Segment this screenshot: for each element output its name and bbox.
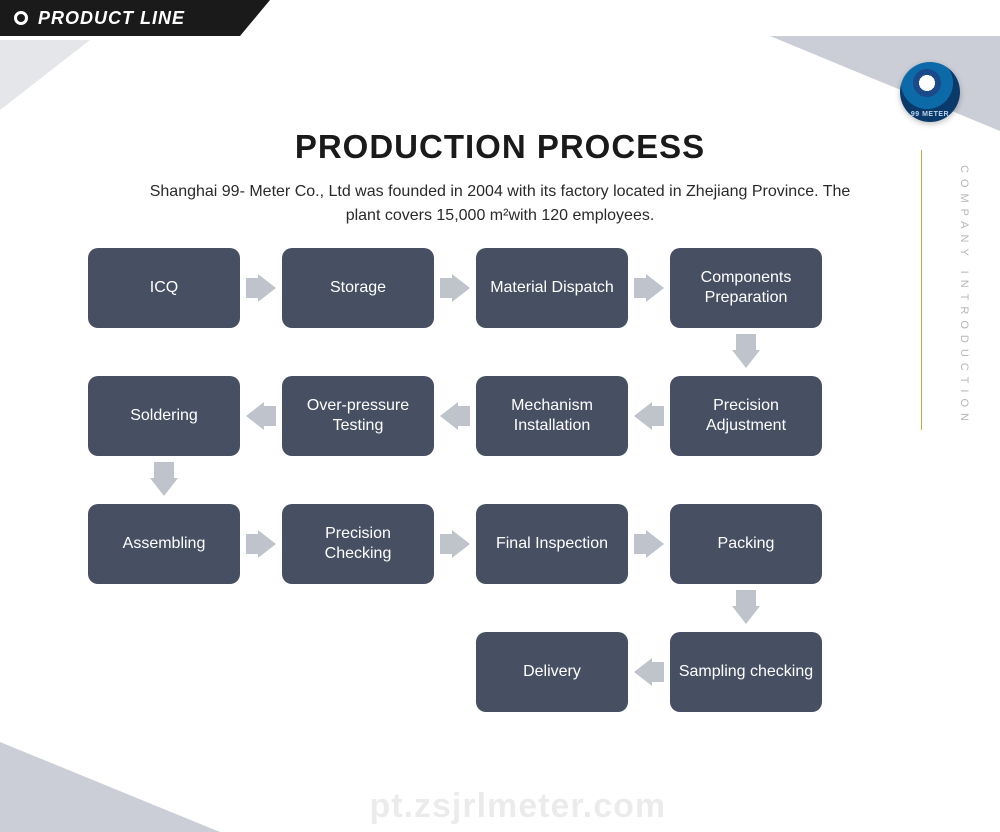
page-subtitle: Shanghai 99- Meter Co., Ltd was founded … <box>140 180 860 228</box>
node-delivery: Delivery <box>476 632 628 712</box>
arrow-right-icon <box>628 274 670 302</box>
node-packing: Packing <box>670 504 822 584</box>
arrow-left-icon <box>434 402 476 430</box>
header-title: PRODUCT LINE <box>38 8 185 29</box>
flowchart: ICQ Storage Material Dispatch Components… <box>88 248 888 760</box>
arrow-down-icon <box>150 462 180 496</box>
flow-row-3: Assembling Precision Checking Final Insp… <box>88 504 888 584</box>
arrow-down-icon <box>732 590 762 624</box>
node-assembling: Assembling <box>88 504 240 584</box>
arrow-down-icon <box>732 334 762 368</box>
arrow-left-icon <box>628 402 670 430</box>
arrow-left-icon <box>628 658 670 686</box>
brand-logo-text: 99 METER <box>911 111 949 118</box>
arrow-right-icon <box>628 530 670 558</box>
arrow-right-icon <box>434 530 476 558</box>
node-precision-check: Precision Checking <box>282 504 434 584</box>
accent-vline <box>921 150 922 430</box>
node-storage: Storage <box>282 248 434 328</box>
node-overpressure: Over-pressure Testing <box>282 376 434 456</box>
header-bullet-icon <box>14 11 28 25</box>
header-bar: PRODUCT LINE <box>0 0 1000 36</box>
node-mechanism: Mechanism Installation <box>476 376 628 456</box>
node-final-inspection: Final Inspection <box>476 504 628 584</box>
arrow-left-icon <box>240 402 282 430</box>
sidebar-vertical-text: COMPANY INTRODUCTION <box>958 165 970 427</box>
node-soldering: Soldering <box>88 376 240 456</box>
node-icq: ICQ <box>88 248 240 328</box>
node-material-dispatch: Material Dispatch <box>476 248 628 328</box>
arrow-right-icon <box>434 274 476 302</box>
node-sampling: Sampling checking <box>670 632 822 712</box>
node-precision-adj: Precision Adjustment <box>670 376 822 456</box>
brand-logo: 99 METER <box>900 62 960 122</box>
arrow-right-icon <box>240 530 282 558</box>
node-components-prep: Components Preparation <box>670 248 822 328</box>
flow-row-4: Delivery Sampling checking <box>88 632 888 712</box>
flow-row-1: ICQ Storage Material Dispatch Components… <box>88 248 888 328</box>
page-title: PRODUCTION PROCESS <box>0 128 1000 166</box>
decor-triangle-tr <box>770 36 1000 131</box>
arrow-right-icon <box>240 274 282 302</box>
watermark-text: pt.zsjrlmeter.com <box>369 787 666 826</box>
flow-row-2: Soldering Over-pressure Testing Mechanis… <box>88 376 888 456</box>
decor-triangle-tl <box>0 40 90 110</box>
